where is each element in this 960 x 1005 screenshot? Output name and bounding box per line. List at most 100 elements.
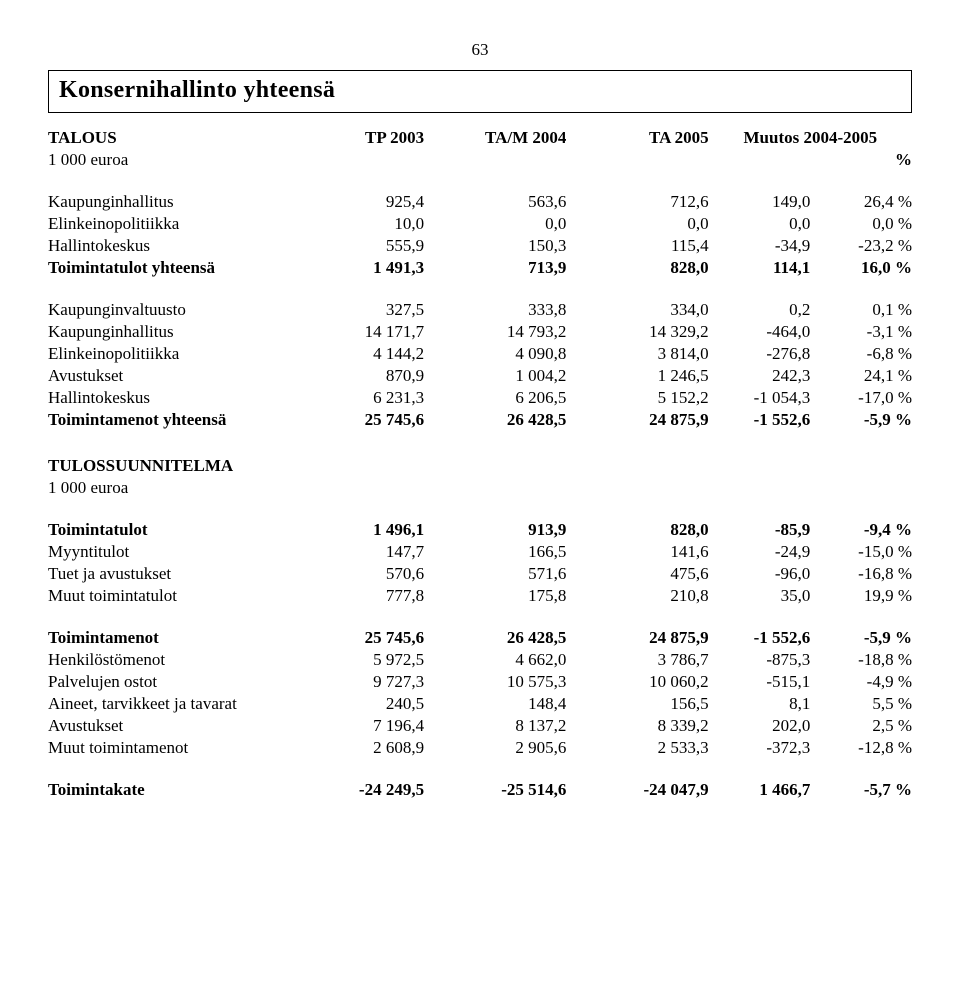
cell-mut: -1 552,6 (709, 627, 811, 649)
cell-tp: 9 727,3 (302, 671, 424, 693)
cell-ta: 334,0 (566, 299, 708, 321)
cell-mut: 242,3 (709, 365, 811, 387)
cell-tam: 333,8 (424, 299, 566, 321)
table-row: Elinkeinopolitiikka10,00,00,00,00,0 % (48, 213, 912, 235)
cell-tam: 571,6 (424, 563, 566, 585)
hdr-muutos: Muutos 2004-2005 (709, 127, 912, 149)
cell-ta: 0,0 (566, 213, 708, 235)
spacer-row (48, 171, 912, 191)
cell-pct: 5,5 % (810, 693, 912, 715)
cell-pct: 26,4 % (810, 191, 912, 213)
financial-table: TALOUSTP 2003TA/M 2004TA 2005Muutos 2004… (48, 127, 912, 801)
table-row: Elinkeinopolitiikka4 144,24 090,83 814,0… (48, 343, 912, 365)
cell-tp: 870,9 (302, 365, 424, 387)
cell-ta: 475,6 (566, 563, 708, 585)
cell-ta: 115,4 (566, 235, 708, 257)
cell-ta: 14 329,2 (566, 321, 708, 343)
row-label: Avustukset (48, 365, 302, 387)
cell-tam: 150,3 (424, 235, 566, 257)
cell-mut: 0,0 (709, 213, 811, 235)
cell-mut: 114,1 (709, 257, 811, 279)
cell-mut: 0,2 (709, 299, 811, 321)
cell-ta: -24 047,9 (566, 779, 708, 801)
cell-ta: 5 152,2 (566, 387, 708, 409)
cell-mut: -875,3 (709, 649, 811, 671)
spacer-row (48, 499, 912, 519)
row-label: Palvelujen ostot (48, 671, 302, 693)
cell-tam: 14 793,2 (424, 321, 566, 343)
cell-pct: -4,9 % (810, 671, 912, 693)
cell-mut: 149,0 (709, 191, 811, 213)
row-label: Hallintokeskus (48, 235, 302, 257)
row-label: Aineet, tarvikkeet ja tavarat (48, 693, 302, 715)
table-row: Muut toimintamenot2 608,92 905,62 533,3-… (48, 737, 912, 759)
spacer-row (48, 431, 912, 455)
cell-tam: 0,0 (424, 213, 566, 235)
header-row-2: 1 000 euroa% (48, 149, 912, 171)
row-label: Elinkeinopolitiikka (48, 213, 302, 235)
row-label: Avustukset (48, 715, 302, 737)
cell-pct: 16,0 % (810, 257, 912, 279)
cell-pct: 24,1 % (810, 365, 912, 387)
table-row: Kaupunginvaltuusto327,5333,8334,00,20,1 … (48, 299, 912, 321)
spacer-row (48, 607, 912, 627)
row-label: Kaupunginvaltuusto (48, 299, 302, 321)
cell-tp: 7 196,4 (302, 715, 424, 737)
cell-tp: 147,7 (302, 541, 424, 563)
hdr-tam: TA/M 2004 (424, 127, 566, 149)
table-row: Tuet ja avustukset570,6571,6475,6-96,0-1… (48, 563, 912, 585)
cell-tp: 1 491,3 (302, 257, 424, 279)
table-row: Aineet, tarvikkeet ja tavarat240,5148,41… (48, 693, 912, 715)
cell-pct: -9,4 % (810, 519, 912, 541)
cell-ta: 712,6 (566, 191, 708, 213)
row-label: Toimintamenot yhteensä (48, 409, 302, 431)
cell-tam: 8 137,2 (424, 715, 566, 737)
cell-mut: -515,1 (709, 671, 811, 693)
cell-pct: -18,8 % (810, 649, 912, 671)
row-label: Kaupunginhallitus (48, 321, 302, 343)
cell-pct: -6,8 % (810, 343, 912, 365)
cell-tp: 925,4 (302, 191, 424, 213)
cell-tp: 5 972,5 (302, 649, 424, 671)
cell-tam: 713,9 (424, 257, 566, 279)
hdr-ta: TA 2005 (566, 127, 708, 149)
cell-mut: -464,0 (709, 321, 811, 343)
table-row: Hallintokeskus6 231,36 206,55 152,2-1 05… (48, 387, 912, 409)
table-row: Toimintatulot yhteensä1 491,3713,9828,01… (48, 257, 912, 279)
cell-tam: 175,8 (424, 585, 566, 607)
cell-ta: 156,5 (566, 693, 708, 715)
plan-unit-row: 1 000 euroa (48, 477, 912, 499)
row-label: Toimintamenot (48, 627, 302, 649)
table-row: Avustukset7 196,48 137,28 339,2202,02,5 … (48, 715, 912, 737)
cell-tam: 26 428,5 (424, 627, 566, 649)
empty (302, 149, 424, 171)
cell-mut: -372,3 (709, 737, 811, 759)
cell-pct: -5,7 % (810, 779, 912, 801)
table-row: Toimintamenot25 745,626 428,524 875,9-1 … (48, 627, 912, 649)
empty (709, 149, 811, 171)
cell-ta: 2 533,3 (566, 737, 708, 759)
cell-tp: 10,0 (302, 213, 424, 235)
cell-mut: -1 552,6 (709, 409, 811, 431)
row-label: Hallintokeskus (48, 387, 302, 409)
cell-tam: 166,5 (424, 541, 566, 563)
cell-ta: 1 246,5 (566, 365, 708, 387)
cell-pct: -16,8 % (810, 563, 912, 585)
spacer-row (48, 759, 912, 779)
cell-tp: -24 249,5 (302, 779, 424, 801)
row-label: Toimintakate (48, 779, 302, 801)
cell-tam: -25 514,6 (424, 779, 566, 801)
cell-ta: 10 060,2 (566, 671, 708, 693)
cell-mut: 35,0 (709, 585, 811, 607)
row-label: Toimintatulot (48, 519, 302, 541)
cell-tam: 2 905,6 (424, 737, 566, 759)
cell-ta: 828,0 (566, 519, 708, 541)
cell-tp: 327,5 (302, 299, 424, 321)
hdr-tp: TP 2003 (302, 127, 424, 149)
row-label: Elinkeinopolitiikka (48, 343, 302, 365)
hdr-unit: 1 000 euroa (48, 149, 302, 171)
cell-pct: 19,9 % (810, 585, 912, 607)
cell-tp: 25 745,6 (302, 627, 424, 649)
cell-tp: 570,6 (302, 563, 424, 585)
cell-pct: -5,9 % (810, 627, 912, 649)
